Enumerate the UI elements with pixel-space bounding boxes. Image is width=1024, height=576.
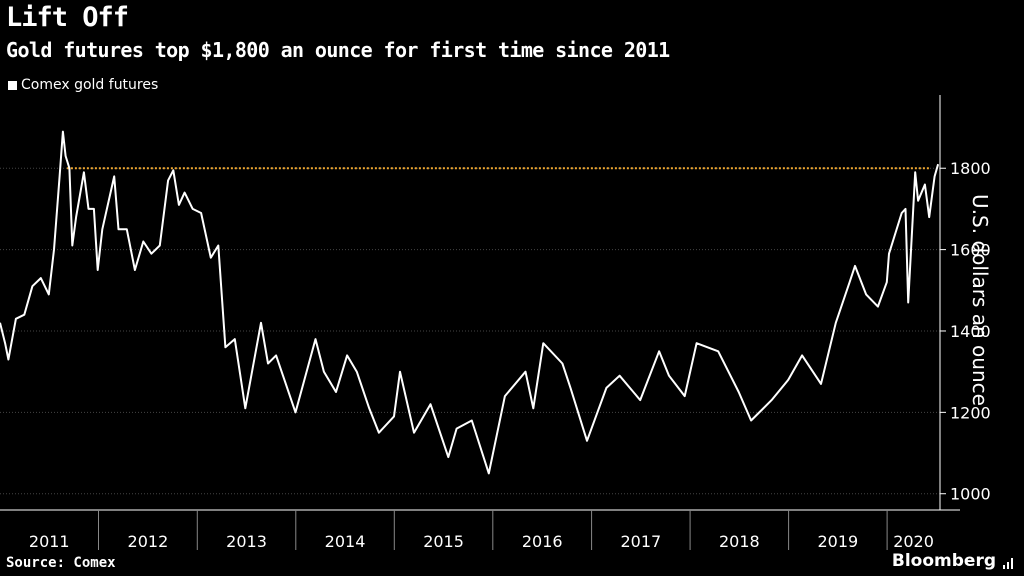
x-tick-label: 2019 xyxy=(817,532,858,551)
legend-swatch xyxy=(8,80,17,90)
x-tick-label: 2016 xyxy=(522,532,563,551)
series-line-gold-futures xyxy=(0,130,940,475)
legend-label: Comex gold futures xyxy=(21,77,159,93)
brand-logo: Bloomberg xyxy=(891,551,996,571)
y-tick-label: 1400 xyxy=(950,322,991,341)
legend: Comex gold futures xyxy=(8,77,158,93)
x-tick-label: 2014 xyxy=(325,532,366,551)
x-tick-label: 2011 xyxy=(29,532,70,551)
x-tick-label: 2020 xyxy=(893,532,934,551)
terminal-icon xyxy=(1003,558,1013,569)
x-tick-label: 2017 xyxy=(620,532,661,551)
x-tick-label: 2012 xyxy=(128,532,169,551)
chart-subtitle: Gold futures top $1,800 an ounce for fir… xyxy=(6,38,670,62)
y-tick-label: 1000 xyxy=(950,485,991,504)
source-note: Source: Comex xyxy=(6,555,116,571)
y-tick-label: 1600 xyxy=(950,241,991,260)
y-tick-label: 1800 xyxy=(950,159,991,178)
x-tick-label: 2018 xyxy=(719,532,760,551)
y-axis-label: U.S. dollars an ounce xyxy=(968,194,992,406)
y-tick-label: 1200 xyxy=(950,403,991,422)
x-tick-label: 2013 xyxy=(226,532,267,551)
x-tick-label: 2015 xyxy=(423,532,464,551)
chart-title: Lift Off xyxy=(6,2,129,33)
